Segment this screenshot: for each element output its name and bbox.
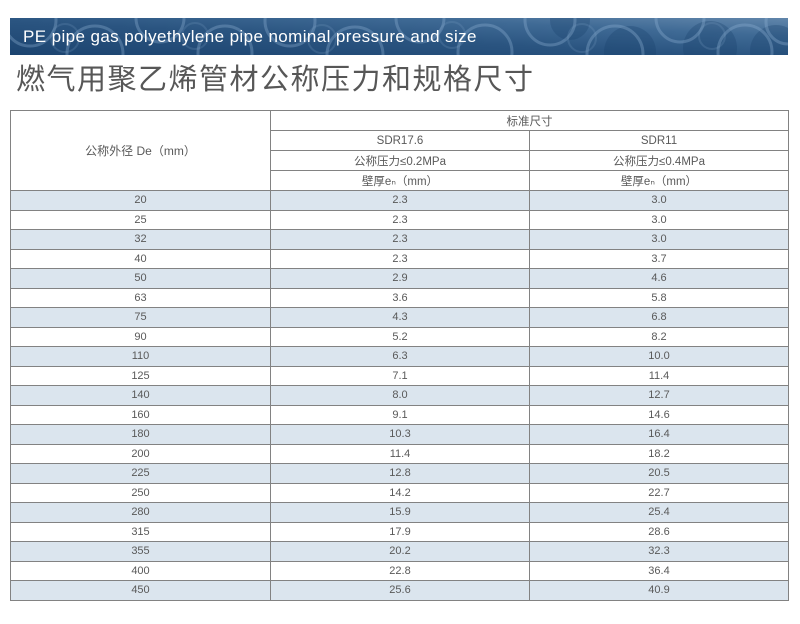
header-wall-thickness-sdr17-6: 壁厚eₙ（mm）: [270, 170, 530, 191]
table-cell: 225: [10, 463, 271, 484]
table-cell: 2.9: [270, 268, 530, 289]
table-cell: 3.0: [529, 229, 789, 250]
pipe-circles-pattern: [10, 18, 788, 55]
table-cell: 250: [10, 482, 271, 503]
table-cell: 22.8: [270, 560, 530, 581]
table-cell: 14.6: [529, 404, 789, 425]
table-row: 180 10.3 16.4: [10, 424, 789, 445]
table-row: 250 14.2 22.7: [10, 482, 789, 503]
table-row: 280 15.9 25.4: [10, 502, 789, 523]
table-row: 450 25.6 40.9: [10, 580, 789, 601]
table-cell: 40.9: [529, 580, 789, 601]
table-cell: 3.6: [270, 287, 530, 308]
table-cell: 17.9: [270, 521, 530, 542]
table-row: 400 22.8 36.4: [10, 560, 789, 581]
header-pressure-0-2mpa: 公称压力≤0.2MPa: [270, 150, 530, 171]
table-cell: 12.7: [529, 385, 789, 406]
table-cell: 50: [10, 268, 271, 289]
table-row: 125 7.1 11.4: [10, 365, 789, 386]
table-row: 110 6.3 10.0: [10, 346, 789, 367]
table-cell: 11.4: [529, 365, 789, 386]
table-cell: 5.8: [529, 287, 789, 308]
table-cell: 400: [10, 560, 271, 581]
table-cell: 75: [10, 307, 271, 328]
table-cell: 36.4: [529, 560, 789, 581]
table-row: 355 20.2 32.3: [10, 541, 789, 562]
table-row: 140 8.0 12.7: [10, 385, 789, 406]
table-cell: 3.0: [529, 190, 789, 211]
table-cell: 6.8: [529, 307, 789, 328]
table-cell: 280: [10, 502, 271, 523]
table-row: 315 17.9 28.6: [10, 521, 789, 542]
table-row: 50 2.9 4.6: [10, 268, 789, 289]
table-cell: 9.1: [270, 404, 530, 425]
table-row: 225 12.8 20.5: [10, 463, 789, 484]
table-cell: 8.0: [270, 385, 530, 406]
table-header: 公称外径 De（mm） 标准尺寸 SDR17.6 SDR11 公称压力≤0.2M…: [10, 110, 789, 191]
header-wall-thickness-sdr11: 壁厚eₙ（mm）: [529, 170, 789, 191]
table-cell: 25: [10, 209, 271, 230]
table-cell: 28.6: [529, 521, 789, 542]
table-cell: 63: [10, 287, 271, 308]
table-cell: 25.6: [270, 580, 530, 601]
header-pressure-0-4mpa: 公称压力≤0.4MPa: [529, 150, 789, 171]
table-row: 90 5.2 8.2: [10, 326, 789, 347]
table-cell: 355: [10, 541, 271, 562]
table-cell: 200: [10, 443, 271, 464]
table-row: 75 4.3 6.8: [10, 307, 789, 328]
table-cell: 5.2: [270, 326, 530, 347]
page-title: 燃气用聚乙烯管材公称压力和规格尺寸: [16, 64, 535, 96]
table-cell: 140: [10, 385, 271, 406]
table-row: 160 9.1 14.6: [10, 404, 789, 425]
table-cell: 16.4: [529, 424, 789, 445]
table-cell: 3.0: [529, 209, 789, 230]
table-row: 20 2.3 3.0: [10, 190, 789, 211]
table-cell: 180: [10, 424, 271, 445]
table-cell: 15.9: [270, 502, 530, 523]
table-cell: 14.2: [270, 482, 530, 503]
banner-title: PE pipe gas polyethylene pipe nominal pr…: [23, 27, 477, 46]
table-body: 20 2.3 3.0 25 2.3 3.0 32 2.3 3.0 40 2.3 3.7 50 2.9 4.6…: [10, 190, 789, 601]
table-row: 40 2.3 3.7: [10, 248, 789, 269]
table-cell: 125: [10, 365, 271, 386]
table-cell: 10.3: [270, 424, 530, 445]
table-cell: 20: [10, 190, 271, 211]
table-cell: 160: [10, 404, 271, 425]
banner: PE pipe gas polyethylene pipe nominal pr…: [10, 18, 788, 55]
table-cell: 12.8: [270, 463, 530, 484]
table-cell: 2.3: [270, 229, 530, 250]
table-cell: 32.3: [529, 541, 789, 562]
table-cell: 40: [10, 248, 271, 269]
table-cell: 32: [10, 229, 271, 250]
table-row: 63 3.6 5.8: [10, 287, 789, 308]
table-cell: 2.3: [270, 190, 530, 211]
table-cell: 3.7: [529, 248, 789, 269]
table-cell: 7.1: [270, 365, 530, 386]
table-row: 32 2.3 3.0: [10, 229, 789, 250]
table-cell: 90: [10, 326, 271, 347]
table-cell: 2.3: [270, 209, 530, 230]
header-sdr11: SDR11: [529, 130, 789, 151]
table-cell: 11.4: [270, 443, 530, 464]
pipe-size-table: 公称外径 De（mm） 标准尺寸 SDR17.6 SDR11 公称压力≤0.2M…: [10, 110, 789, 601]
table-cell: 22.7: [529, 482, 789, 503]
table-cell: 20.5: [529, 463, 789, 484]
table-cell: 8.2: [529, 326, 789, 347]
table-cell: 20.2: [270, 541, 530, 562]
table-cell: 25.4: [529, 502, 789, 523]
header-standard-size: 标准尺寸: [270, 110, 789, 131]
table-cell: 6.3: [270, 346, 530, 367]
table-cell: 110: [10, 346, 271, 367]
table-cell: 2.3: [270, 248, 530, 269]
header-nominal-outer-diameter: 公称外径 De（mm）: [10, 110, 271, 191]
header-sdr17-6: SDR17.6: [270, 130, 530, 151]
table-cell: 10.0: [529, 346, 789, 367]
table-cell: 18.2: [529, 443, 789, 464]
table-cell: 315: [10, 521, 271, 542]
table-cell: 4.6: [529, 268, 789, 289]
table-row: 200 11.4 18.2: [10, 443, 789, 464]
table-cell: 4.3: [270, 307, 530, 328]
table-cell: 450: [10, 580, 271, 601]
table-row: 25 2.3 3.0: [10, 209, 789, 230]
